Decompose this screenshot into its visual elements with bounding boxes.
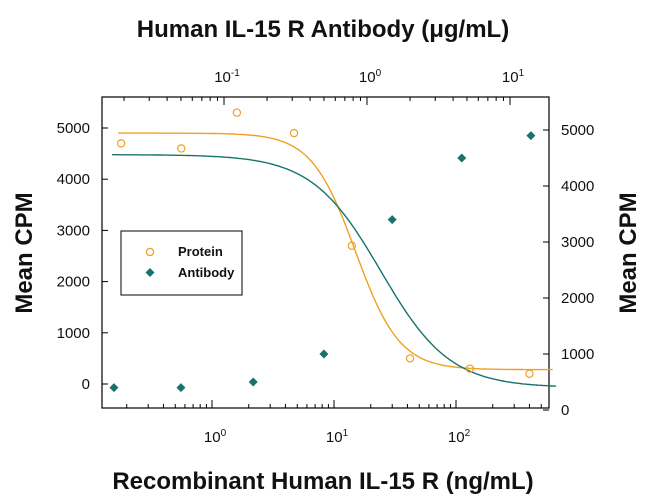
y-left-tick-label: 4000 xyxy=(57,171,90,188)
legend-label-antibody: Antibody xyxy=(178,265,235,280)
y-right-tick-label: 5000 xyxy=(561,122,594,139)
antibody-fit-curve xyxy=(112,154,557,387)
y-axis-label-right: Mean CPM xyxy=(615,192,642,313)
antibody-point xyxy=(387,215,397,225)
legend-marker-protein xyxy=(145,247,155,257)
fit-curves xyxy=(112,132,557,387)
y-right-ticks: 0 1000 2000 3000 4000 5000 xyxy=(543,122,594,419)
protein-point xyxy=(465,364,475,373)
protein-point xyxy=(177,144,186,153)
y-right-tick-label: 1000 xyxy=(561,346,594,363)
legend-marker-antibody xyxy=(145,268,155,277)
protein-fit-curve xyxy=(118,132,553,371)
protein-point xyxy=(289,128,299,138)
antibody-point xyxy=(109,383,119,393)
data-points xyxy=(109,108,536,393)
y-left-tick-label: 3000 xyxy=(57,222,90,239)
y-right-tick-label: 0 xyxy=(561,402,569,419)
antibody-point xyxy=(248,377,258,387)
legend-label-protein: Protein xyxy=(178,244,223,259)
y-left-tick-label: 1000 xyxy=(57,325,90,342)
plot-frame xyxy=(101,96,550,409)
y-right-tick-label: 4000 xyxy=(561,178,594,195)
x-top-tick-label: 10-1 xyxy=(214,68,240,86)
y-left-tick-label: 2000 xyxy=(57,274,90,291)
x-top-tick-label: 101 xyxy=(502,68,525,86)
legend-box xyxy=(120,230,243,296)
x-top-ticks: 10-1 100 101 xyxy=(123,68,525,105)
x-bottom-tick-label: 100 xyxy=(204,428,227,446)
y-left-ticks: 0 1000 2000 3000 4000 5000 xyxy=(57,120,108,393)
legend: Protein Antibody xyxy=(120,230,243,296)
y-right-tick-label: 2000 xyxy=(561,290,594,307)
antibody-point xyxy=(176,383,186,393)
protein-point xyxy=(116,139,126,148)
x-bottom-tick-label: 102 xyxy=(448,428,471,446)
antibody-point xyxy=(526,131,536,141)
y-left-tick-label: 5000 xyxy=(57,120,90,137)
antibody-point xyxy=(319,349,329,359)
y-left-tick-label: 0 xyxy=(82,376,90,393)
protein-point xyxy=(347,241,357,250)
x-bottom-tick-label: 101 xyxy=(326,428,349,446)
chart-title: Human IL-15 R Antibody (μg/mL) xyxy=(137,16,509,43)
protein-point xyxy=(232,108,242,117)
x-axis-label: Recombinant Human IL-15 R (ng/mL) xyxy=(112,468,533,495)
y-axis-label-left: Mean CPM xyxy=(11,192,38,313)
antibody-point xyxy=(457,153,467,163)
x-top-tick-label: 100 xyxy=(359,68,382,86)
x-bottom-ticks: 100 101 102 xyxy=(126,400,542,446)
y-right-tick-label: 3000 xyxy=(561,234,594,251)
protein-point xyxy=(525,369,534,378)
protein-point xyxy=(405,354,415,363)
